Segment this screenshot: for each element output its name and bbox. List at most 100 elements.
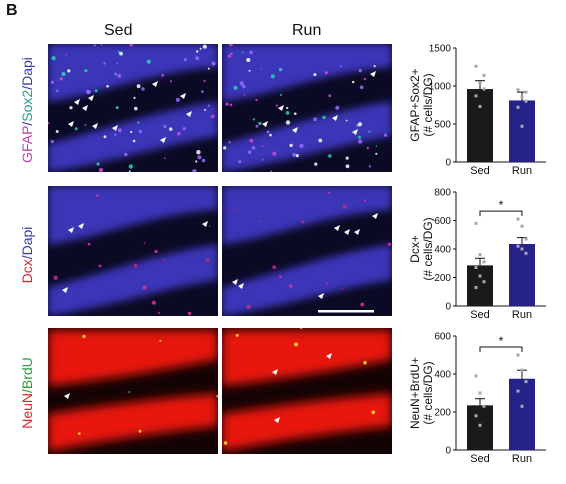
data-point	[478, 105, 482, 109]
y-axis-label-line: (# cells/DG)	[421, 73, 435, 136]
row-label-part: /	[19, 389, 35, 393]
row-label-part: BrdU	[19, 357, 35, 390]
bar-sed	[467, 265, 493, 306]
column-header-sed: Sed	[104, 22, 133, 39]
bar-chart: Dcx+(# cells/DG) 0 200 400 600 800 Sed Run *	[408, 188, 546, 321]
y-axis-label-line: Dcx+	[408, 235, 422, 263]
data-point	[474, 285, 478, 289]
panel-letter: B	[6, 2, 18, 19]
micrograph-image	[222, 328, 392, 454]
data-point	[516, 244, 520, 248]
data-point	[474, 266, 478, 270]
data-point	[478, 253, 482, 257]
data-point	[474, 374, 478, 378]
micrograph-dcx-sed	[48, 186, 218, 316]
row-label-gfap-sox2-dapi: GFAP/Sox2/Dapi	[18, 40, 36, 180]
bar-sed	[467, 89, 493, 162]
data-point	[482, 404, 486, 408]
bar-chart: GFAP+Sox2+(# cells/DG) 0 500 1000 1500 Sed Run	[408, 44, 546, 177]
row-label-part: Dapi	[19, 57, 35, 86]
micrograph-image	[222, 186, 392, 316]
x-tick-label: Sed	[470, 309, 490, 320]
data-point	[516, 217, 520, 221]
data-point	[524, 251, 528, 255]
chart-gfap-sox2: GFAP+Sox2+(# cells/DG) 0 500 1000 1500 Sed Run	[404, 40, 564, 181]
y-tick-label: 200	[434, 273, 451, 284]
data-point	[516, 105, 520, 109]
data-point	[520, 368, 524, 372]
y-tick-label: 400	[434, 370, 451, 381]
data-point	[524, 99, 528, 103]
micrograph-gfap-sed	[48, 44, 218, 172]
row-label-part: Dapi	[19, 226, 35, 256]
bar-run	[509, 244, 535, 306]
data-point	[520, 404, 524, 408]
row-label-dcx-dapi: Dcx/Dapi	[18, 185, 36, 325]
y-tick-label: 200	[434, 408, 451, 419]
scale-bar	[318, 310, 374, 313]
y-axis-label-line: GFAP+Sox2+	[408, 68, 422, 141]
chart-dcx: Dcx+(# cells/DG) 0 200 400 600 800 Sed Run *	[404, 184, 564, 325]
data-point	[524, 380, 528, 384]
row-label-part: /	[19, 85, 35, 90]
y-axis-label-line: (# cells/DG)	[421, 217, 435, 280]
data-point	[520, 224, 524, 228]
data-point	[478, 81, 482, 85]
data-point	[482, 280, 486, 284]
micrograph-image	[48, 328, 218, 454]
row-label-part: GFAP	[19, 125, 35, 163]
chart-neun-brdu: NeuN+BrdU+(# cells/DG) 0 200 400 600 Sed Run *	[404, 328, 564, 469]
y-axis-label: NeuN+BrdU+(# cells/DG)	[408, 357, 435, 429]
data-point	[482, 73, 486, 77]
data-point	[474, 221, 478, 225]
y-tick-label: 1000	[429, 82, 452, 93]
y-tick-label: 600	[434, 216, 451, 227]
row-label-part: /	[19, 121, 35, 126]
bar-run	[509, 378, 535, 450]
data-point	[516, 353, 520, 357]
micrograph-dcx-run	[222, 186, 392, 316]
y-tick-label: 0	[445, 302, 451, 313]
data-point	[516, 389, 520, 393]
data-point	[474, 414, 478, 418]
y-tick-label: 400	[434, 245, 451, 256]
y-axis-label-line: NeuN+BrdU+	[408, 357, 422, 429]
data-point	[474, 64, 478, 68]
micrograph-neun-sed	[48, 328, 218, 454]
data-point	[520, 247, 524, 251]
data-point	[524, 90, 528, 94]
significance-bracket	[479, 210, 523, 217]
x-tick-label: Run	[512, 165, 532, 176]
y-axis-label-line: (# cells/DG)	[421, 361, 435, 424]
micrograph-image	[48, 186, 218, 316]
data-point	[478, 274, 482, 278]
data-point	[524, 237, 528, 241]
significance-bracket	[479, 346, 523, 352]
y-tick-label: 800	[434, 188, 451, 199]
micrograph-image	[48, 44, 218, 172]
x-tick-label: Sed	[470, 165, 490, 176]
y-axis-label: Dcx+(# cells/DG)	[408, 217, 435, 280]
column-header-run: Run	[292, 22, 322, 39]
y-axis-label: GFAP+Sox2+(# cells/DG)	[408, 68, 435, 141]
data-point	[520, 95, 524, 99]
x-tick-label: Run	[512, 453, 532, 464]
bar-sed	[467, 405, 493, 450]
y-tick-label: 0	[445, 158, 451, 169]
data-point	[482, 87, 486, 91]
y-tick-label: 0	[445, 446, 451, 457]
row-label-neun-brdu: NeuN/BrdU	[18, 323, 36, 463]
micrograph-image	[222, 44, 392, 172]
y-tick-label: 600	[434, 332, 451, 343]
y-tick-label: 1500	[429, 44, 452, 55]
micrograph-neun-run	[222, 328, 392, 454]
data-point	[474, 94, 478, 98]
x-tick-label: Run	[512, 309, 532, 320]
row-label-part: Sox2	[19, 89, 35, 122]
data-point	[520, 124, 524, 128]
data-point	[478, 423, 482, 427]
data-point	[516, 88, 520, 92]
significance-star: *	[499, 334, 504, 348]
data-point	[482, 260, 486, 264]
y-tick-label: 500	[434, 120, 451, 131]
